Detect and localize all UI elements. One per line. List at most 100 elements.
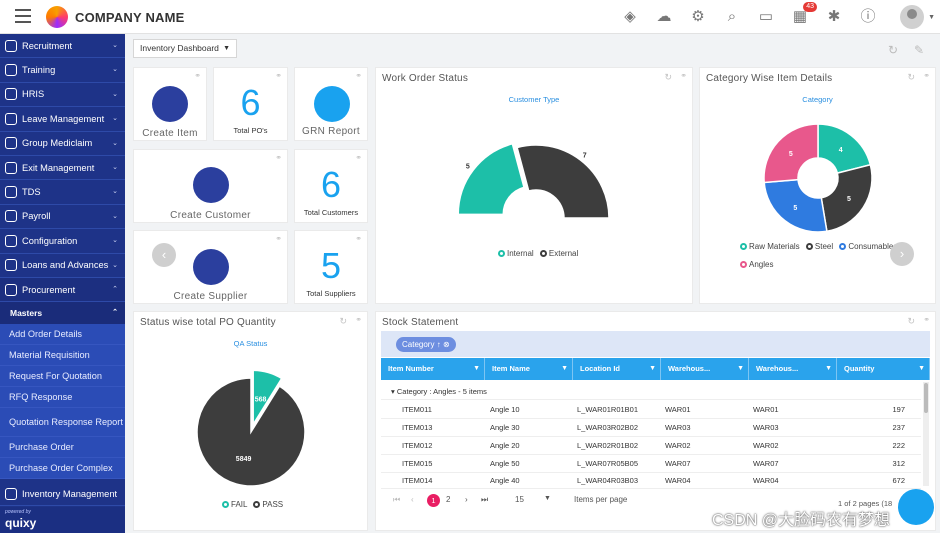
- sidebar-item-recruitment[interactable]: Recruitment ⌄: [0, 34, 125, 59]
- legend-label[interactable]: PASS: [262, 500, 284, 509]
- sub-item-quotation-response-report[interactable]: Quotation Response Report: [0, 408, 125, 438]
- hamburger-menu-icon[interactable]: [15, 9, 31, 23]
- sub-item-material-requisition[interactable]: Material Requisition: [0, 345, 125, 367]
- link-icon[interactable]: ⚭: [923, 315, 930, 324]
- sidebar-item-tds[interactable]: TDS ⌄: [0, 180, 125, 205]
- table-row[interactable]: ITEM013 Angle 30 L_WAR03R02B02 WAR03 WAR…: [381, 419, 921, 437]
- last-page-icon[interactable]: ⏭: [481, 495, 489, 504]
- link-icon[interactable]: ⚭: [355, 71, 362, 80]
- col-header-location-id[interactable]: Location Id ▼: [573, 358, 661, 380]
- report-icon[interactable]: ▦ 43: [790, 2, 817, 26]
- col-header-item-number[interactable]: Item Number ▼: [381, 358, 485, 380]
- sub-item-request-for-quotation[interactable]: Request For Quotation: [0, 366, 125, 388]
- search-icon[interactable]: ⌕: [727, 8, 737, 25]
- sidebar-item-group-mediclaim[interactable]: Group Mediclaim ⌄: [0, 132, 125, 156]
- filter-icon[interactable]: ▼: [918, 365, 925, 372]
- layers-plus-icon[interactable]: ◈: [624, 8, 636, 25]
- user-settings-icon[interactable]: ⚙: [691, 8, 705, 25]
- link-icon[interactable]: ⚭: [355, 234, 362, 243]
- sidebar-item-hris[interactable]: HRIS ⌄: [0, 83, 125, 108]
- refresh-icon[interactable]: ↻: [907, 316, 915, 326]
- sidebar-item-payroll[interactable]: Payroll ⌄: [0, 205, 125, 230]
- sub-item-purchase-order[interactable]: Purchase Order: [0, 437, 125, 459]
- tile-total-customers[interactable]: ⚭ 6 Total Customers: [294, 149, 368, 223]
- tile-total-pos[interactable]: ⚭ 6 Total PO's: [213, 67, 288, 141]
- carousel-next-button[interactable]: ›: [890, 242, 914, 266]
- legend-label[interactable]: FAIL: [231, 500, 248, 509]
- sidebar-item-leave-management[interactable]: Leave Management ⌄: [0, 107, 125, 132]
- legend-label[interactable]: Steel: [814, 242, 834, 251]
- next-page-icon[interactable]: ›: [465, 495, 468, 504]
- filter-icon[interactable]: ▼: [825, 365, 832, 372]
- legend-label[interactable]: External: [548, 249, 579, 258]
- chevron-down-icon[interactable]: ▼: [928, 14, 935, 21]
- refresh-icon[interactable]: ↻: [888, 43, 899, 57]
- filter-icon[interactable]: ▼: [649, 365, 656, 372]
- col-header-quantity[interactable]: Quantity ▼: [837, 358, 930, 380]
- bug-icon[interactable]: ✱: [827, 8, 841, 25]
- legend-label[interactable]: Consumables: [848, 242, 898, 251]
- carousel-prev-button[interactable]: ‹: [152, 243, 176, 267]
- sidebar-item-procurement[interactable]: Procurement ⌃: [0, 277, 125, 303]
- chevron-down-icon[interactable]: ▼: [544, 495, 551, 502]
- legend-marker-icon: [740, 261, 747, 268]
- link-icon[interactable]: ⚭: [923, 71, 930, 80]
- link-icon[interactable]: ⚭: [275, 153, 282, 162]
- sub-item-purchase-order-complex[interactable]: Purchase Order Complex: [0, 458, 125, 480]
- legend-label[interactable]: Angles: [749, 260, 774, 269]
- group-chip-category[interactable]: Category ↑ ⊗: [396, 337, 456, 352]
- info-icon[interactable]: ⓘ: [860, 8, 876, 25]
- link-icon[interactable]: ⚭: [275, 234, 282, 243]
- page-2[interactable]: 2: [446, 495, 451, 504]
- cloud-download-icon[interactable]: ☁: [656, 8, 672, 25]
- col-header-item-name[interactable]: Item Name ▼: [485, 358, 573, 380]
- col-header-warehouse-1[interactable]: Warehous... ▼: [661, 358, 749, 380]
- submenu-masters[interactable]: Masters ⌃: [0, 302, 125, 325]
- sidebar-item-loans-and-advances[interactable]: Loans and Advances ⌄: [0, 254, 125, 278]
- collapse-icon[interactable]: ▾: [391, 387, 395, 396]
- page-size-select[interactable]: 15: [515, 495, 524, 504]
- filter-icon[interactable]: ▼: [561, 365, 568, 372]
- first-page-icon[interactable]: ⏮: [393, 495, 401, 504]
- table-row[interactable]: ITEM012 Angle 20 L_WAR02R01B02 WAR02 WAR…: [381, 437, 921, 455]
- tile-create-item[interactable]: ⚭ Create Item: [133, 67, 207, 141]
- grid-scrollbar[interactable]: [923, 382, 929, 486]
- page-current[interactable]: 1: [427, 494, 440, 507]
- link-icon[interactable]: ⚭: [680, 71, 687, 80]
- filter-icon[interactable]: ▼: [473, 365, 480, 372]
- link-icon[interactable]: ⚭: [194, 71, 201, 80]
- tile-create-supplier[interactable]: ⚭ Create Supplier ‹: [133, 230, 288, 304]
- avatar[interactable]: [900, 5, 924, 29]
- tile-create-customer[interactable]: ⚭ Create Customer: [133, 149, 288, 223]
- tile-grn-report[interactable]: ⚭ GRN Report: [294, 67, 368, 141]
- group-row[interactable]: ▾ Category : Angles - 5 items: [381, 383, 921, 400]
- scrollbar-thumb[interactable]: [924, 383, 928, 413]
- filter-icon[interactable]: ▼: [737, 365, 744, 372]
- prev-page-icon[interactable]: ‹: [411, 495, 414, 504]
- refresh-icon[interactable]: ↻: [339, 316, 347, 326]
- sub-item-rfq-response[interactable]: RFQ Response: [0, 387, 125, 409]
- sidebar-item-configuration[interactable]: Configuration ⌄: [0, 229, 125, 254]
- refresh-icon[interactable]: ↻: [664, 72, 672, 82]
- col-header-warehouse-2[interactable]: Warehous... ▼: [749, 358, 837, 380]
- chat-support-button[interactable]: [898, 489, 934, 525]
- table-row[interactable]: ITEM011 Angle 10 L_WAR01R01B01 WAR01 WAR…: [381, 401, 921, 419]
- close-icon[interactable]: ⊗: [442, 340, 450, 349]
- legend-label[interactable]: Internal: [507, 249, 534, 258]
- chat-icon[interactable]: ▭: [758, 8, 774, 25]
- sort-up-icon[interactable]: ↑: [436, 340, 441, 349]
- sub-item-add-order-details[interactable]: Add Order Details: [0, 324, 125, 346]
- tile-total-suppliers[interactable]: ⚭ 5 Total Suppliers: [294, 230, 368, 304]
- link-icon[interactable]: ⚭: [275, 71, 282, 80]
- table-row[interactable]: ITEM014 Angle 40 L_WAR04R03B03 WAR04 WAR…: [381, 473, 921, 489]
- legend-label[interactable]: Raw Materials: [749, 242, 800, 251]
- link-icon[interactable]: ⚭: [355, 315, 362, 324]
- sidebar-item-training[interactable]: Training ⌄: [0, 58, 125, 83]
- sidebar-item-inventory-management[interactable]: Inventory Management: [0, 482, 125, 507]
- edit-icon[interactable]: ✎: [914, 43, 925, 57]
- link-icon[interactable]: ⚭: [355, 153, 362, 162]
- table-row[interactable]: ITEM015 Angle 50 L_WAR07R05B05 WAR07 WAR…: [381, 455, 921, 473]
- refresh-icon[interactable]: ↻: [907, 72, 915, 82]
- dashboard-select[interactable]: Inventory Dashboard ▼: [133, 39, 237, 58]
- sidebar-item-exit-management[interactable]: Exit Management ⌄: [0, 156, 125, 181]
